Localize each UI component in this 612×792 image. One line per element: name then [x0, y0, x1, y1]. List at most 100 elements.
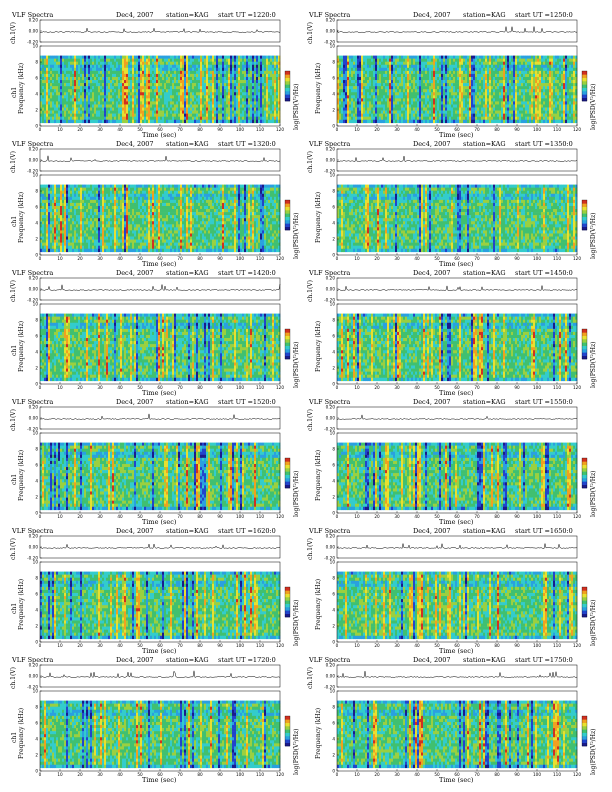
spectrogram-cell [433, 67, 436, 72]
spectrogram-cell [156, 73, 159, 78]
spectrogram-cell [397, 67, 400, 72]
spectrogram-cell [459, 64, 462, 69]
spectrogram-cell [54, 61, 57, 66]
spectrogram-cell [565, 104, 568, 108]
spectrogram-cell [339, 83, 342, 87]
spectrogram-cell [377, 98, 380, 102]
spectrogram-cell [391, 95, 394, 99]
spectrogram-cell [228, 80, 231, 84]
spectrogram-cell [212, 61, 215, 66]
spectrogram-cell [499, 80, 502, 84]
spectrogram-cell [176, 83, 179, 87]
spectrogram-cell [94, 55, 97, 59]
spectrogram-cell [419, 80, 422, 84]
spectrogram-cell [355, 58, 358, 62]
spectrogram-cell [371, 92, 374, 96]
spectrogram-cell [435, 70, 438, 75]
spectrogram-cell [134, 55, 137, 59]
spectrogram-cell [228, 64, 231, 69]
spectrogram-cell [224, 86, 227, 90]
spectrogram-cell [469, 98, 472, 102]
spectrogram-cell [559, 107, 562, 111]
spectrogram-cell [383, 110, 386, 114]
spectrogram-cell [168, 116, 171, 121]
spectrogram-cell [186, 101, 189, 105]
spectrogram-cell [222, 95, 225, 99]
spectrogram-cell [345, 89, 348, 93]
spectrogram-cell [92, 64, 95, 69]
spectrogram-cell [405, 92, 408, 96]
spectrogram-cell [224, 95, 227, 99]
spectrogram-cell [250, 80, 253, 84]
spectrogram-cell [451, 58, 454, 62]
spectrogram-cell [118, 73, 121, 78]
spectrogram-cell [128, 70, 131, 75]
spectrogram-cell [92, 67, 95, 72]
spectrogram-cell [248, 86, 251, 90]
spectrogram-cell [114, 70, 117, 75]
spectrogram-cell [429, 95, 432, 99]
spectrogram-cell [491, 55, 494, 59]
spectrogram-cell [142, 92, 145, 96]
spectrogram-cell [565, 107, 568, 111]
spectrogram-cell [399, 86, 402, 90]
spectrogram-cell [351, 107, 354, 111]
spectrogram-cell [475, 101, 478, 105]
spectrogram-cell [543, 107, 546, 111]
spectrogram-cell [72, 104, 75, 108]
spectrogram-cell [457, 86, 460, 90]
spectrogram-cell [461, 86, 464, 90]
spectrogram-cell [190, 64, 193, 69]
spectrogram-cell [116, 110, 119, 114]
spectrogram-cell [158, 119, 161, 124]
spectrogram-cell [529, 70, 532, 75]
spectrogram-cell [246, 95, 249, 99]
spectrogram-cell [385, 80, 388, 84]
spectrogram-cell [481, 101, 484, 105]
spectrogram-cell [248, 107, 251, 111]
spectrogram-cell [68, 73, 71, 78]
spectrogram-cell [276, 67, 279, 72]
spectrogram-cell [543, 98, 546, 102]
spectrogram-cell [573, 107, 576, 111]
spectrogram-cell [84, 58, 87, 62]
spectrogram-cell [212, 104, 215, 108]
spectrogram-cell [543, 86, 546, 90]
spectrogram-cell [553, 107, 556, 111]
spectrogram-cell [555, 55, 558, 59]
spectrogram-cell [547, 58, 550, 62]
spectrogram-cell [250, 101, 253, 105]
spectrogram-cell [84, 55, 87, 59]
spectrogram-cell [106, 98, 109, 102]
spectrogram-cell [347, 80, 350, 84]
spectrogram-cell [507, 83, 510, 87]
spectrogram-cell [98, 58, 101, 62]
spectrogram-cell [563, 67, 566, 72]
spectrogram-cell [421, 67, 424, 72]
spectrogram-cell [216, 119, 219, 124]
spectrogram-cell [513, 89, 516, 93]
spectrogram-cell [557, 98, 560, 102]
spectrogram-cell [465, 86, 468, 90]
spectrogram-cell [44, 92, 47, 96]
spectrogram-cell [94, 104, 97, 108]
spectrogram-cell [557, 107, 560, 111]
spectrogram-cell [395, 92, 398, 96]
spectrogram-cell [357, 83, 360, 87]
spectrogram-cell [58, 92, 61, 96]
spectrogram-cell [507, 73, 510, 78]
spectrogram-cell [483, 64, 486, 69]
spectrogram-cell [527, 110, 530, 114]
spectrogram-cell [42, 107, 45, 111]
spectrogram-cell [397, 55, 400, 59]
spectrogram-cell [70, 95, 73, 99]
spectrogram-cell [519, 86, 522, 90]
spectrogram-cell [357, 70, 360, 75]
spectrogram-cell [226, 116, 229, 121]
spectrogram-cell [216, 104, 219, 108]
spectrogram-cell [353, 92, 356, 96]
spectrogram-cell [56, 110, 59, 114]
spectrogram-cell [122, 116, 125, 121]
spectrogram-cell [517, 110, 520, 114]
spectrogram-cell [425, 95, 428, 99]
